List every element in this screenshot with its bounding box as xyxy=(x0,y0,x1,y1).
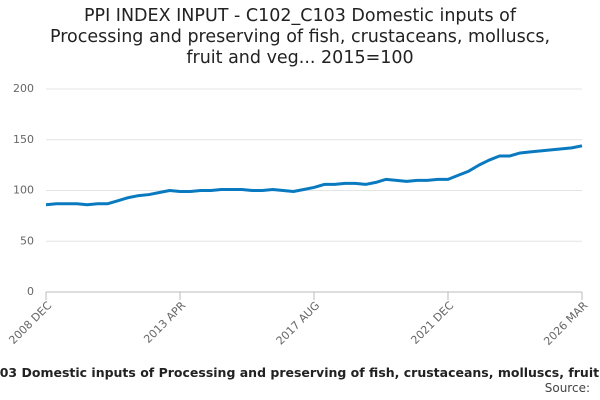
source: Source: xyxy=(544,381,590,395)
y-tick-label: 0 xyxy=(27,285,34,298)
y-tick-label: 50 xyxy=(20,234,34,247)
legend-entry: C102_C103 Domestic inputs of Processing … xyxy=(0,365,600,380)
x-tick-label: 2008 DEC xyxy=(6,299,54,347)
chart-title: PPI INDEX INPUT - C102_C103 Domestic inp… xyxy=(49,6,551,68)
y-tick-label: 150 xyxy=(13,133,34,146)
x-tick-label: 2017 AUG xyxy=(274,299,323,348)
x-tick-label: 2026 MAR xyxy=(541,299,590,348)
x-tick-label: 2021 DEC xyxy=(408,299,456,347)
x-tick-label: 2013 APR xyxy=(141,299,188,346)
y-tick-label: 100 xyxy=(13,184,34,197)
series-line xyxy=(45,144,583,207)
y-tick-label: 200 xyxy=(13,82,34,95)
